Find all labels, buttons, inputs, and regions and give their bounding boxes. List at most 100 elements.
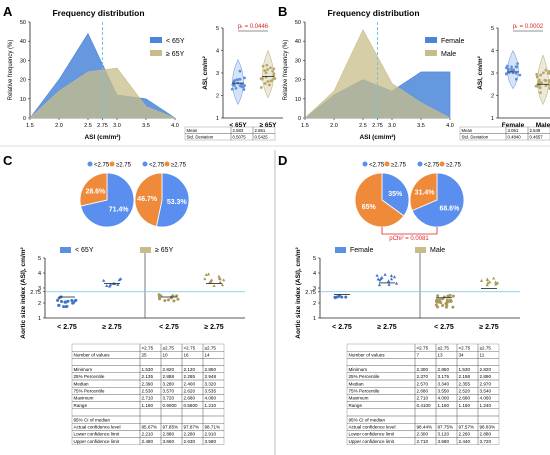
stats-table-cell (202, 358, 225, 366)
stats-table-cell (477, 408, 500, 417)
data-point (505, 72, 508, 76)
stats-table-text: 3.580 (438, 439, 450, 444)
stats-table-text: 75% Percentile (349, 389, 380, 394)
stats-table-text: 3.535 (205, 389, 217, 394)
dot-category-label: < 65Y (229, 122, 247, 129)
data-point (494, 282, 498, 286)
data-point (494, 280, 498, 284)
data-point (56, 298, 60, 302)
stats-table-text: 95% CI of median (74, 417, 111, 422)
pie-legend-dot (384, 161, 390, 167)
stats-table-cell (477, 437, 500, 445)
data-point (271, 69, 275, 73)
data-point (379, 277, 383, 281)
pie-slice-label: 28.6% (85, 188, 106, 195)
stats-table-text: 3.720 (163, 396, 175, 401)
big-category-label: < 2.75 (159, 324, 179, 331)
stats-table-text: 3.720 (480, 439, 492, 444)
data-point (105, 284, 109, 288)
stats-table-cell (71, 358, 141, 366)
stats-table-text: 2.710 (142, 396, 154, 401)
freq-x-tick-label: 4.0 (171, 123, 179, 129)
big-y-tick-label: 2.75 (30, 290, 41, 296)
stats-table-text: 25% Percentile (349, 374, 380, 379)
stats-table-text: 14 (205, 353, 211, 358)
stats-table-header-text: ≥2.75 (205, 345, 217, 350)
dot-y-tick-label: 1 (216, 116, 219, 122)
data-point (64, 305, 68, 309)
data-point (264, 71, 268, 75)
big-y-tick-label: 5 (38, 256, 41, 262)
stats-table-text: 1.210 (205, 403, 217, 408)
dot-y-tick-label: 5 (216, 26, 219, 32)
stats-table-cell (139, 415, 162, 424)
dot-y-tick-label: 3 (216, 71, 219, 77)
data-point (63, 300, 67, 304)
stats-table-text: Maximum (349, 396, 369, 401)
data-point (547, 80, 550, 84)
stats-table-text: Minimum (349, 367, 368, 372)
freq-y-tick-label: 20 (20, 78, 26, 84)
stats-table-cell (202, 408, 225, 417)
pie-legend-label: <2.75 (149, 163, 165, 169)
stats-table-cell (456, 415, 479, 424)
data-point (383, 272, 387, 276)
stats-table-text: 13 (438, 353, 444, 358)
data-point (166, 298, 170, 302)
big-legend-label: < 65Y (75, 247, 94, 254)
data-point (514, 65, 518, 69)
stats-table-text: 11 (480, 353, 485, 358)
pie-legend-dot (362, 161, 368, 167)
stats-table-text: 98.83% (480, 425, 496, 430)
stats-table-text: 2.280 (184, 432, 196, 437)
dot-y-tick-label: 3 (491, 71, 494, 77)
data-point (108, 284, 112, 288)
freq-x-tick-label: 2.75 (97, 123, 108, 129)
data-point (163, 299, 167, 303)
pie-slice (381, 172, 410, 217)
dot-y-tick-label: 5 (491, 26, 494, 32)
stats-table-text: 0.9000 (163, 403, 177, 408)
stats-table-header-text: <2.75 (417, 345, 429, 350)
stats-table-text: 3.280 (163, 381, 175, 386)
data-point (158, 297, 162, 301)
data-point (203, 277, 207, 281)
big-y-tick-label: 2.75 (305, 290, 316, 296)
stats-table-text: 16 (184, 353, 190, 358)
stats-table-text: 3.320 (205, 381, 217, 386)
legend-swatch (150, 50, 162, 56)
data-point (449, 299, 453, 303)
stats-table-text: 4.060 (480, 396, 492, 401)
data-point (488, 280, 492, 284)
data-point (272, 77, 275, 81)
violin-shape (262, 49, 274, 99)
stats-table-text: 2.948 (205, 374, 217, 379)
legend-label: ≥ 65Y (166, 51, 185, 58)
big-category-label: < 2.75 (332, 324, 352, 331)
stats-table-text: 2.390 (142, 381, 154, 386)
stats-table-text: 3.570 (163, 389, 175, 394)
stats-table-text: 10 (163, 353, 169, 358)
freq-chart-title: Frequency distribution (52, 8, 144, 18)
stats-table-text: Lower confidence limit (349, 432, 395, 437)
stats-table-text: 95% CI of median (349, 417, 386, 422)
freq-x-tick-label: 3.0 (388, 123, 396, 129)
freq-y-tick-label: 20 (295, 78, 301, 84)
summary-table-text: Mean (187, 128, 198, 133)
stats-table-text: 97.85% (163, 425, 179, 430)
data-point (535, 75, 539, 79)
stats-table-text: 3.550 (438, 389, 450, 394)
data-point (392, 275, 397, 279)
data-point (171, 294, 175, 298)
summary-table-cell (527, 133, 550, 141)
stats-table-cell (435, 358, 458, 366)
big-legend-swatch (60, 247, 71, 253)
chi-bracket (381, 227, 438, 235)
stats-table-cell (435, 415, 458, 424)
summary-table-text: 0.5075 (233, 135, 247, 140)
data-point (217, 274, 221, 278)
data-point (451, 294, 455, 298)
data-point (243, 76, 246, 80)
stats-table-text: 4.060 (205, 396, 217, 401)
